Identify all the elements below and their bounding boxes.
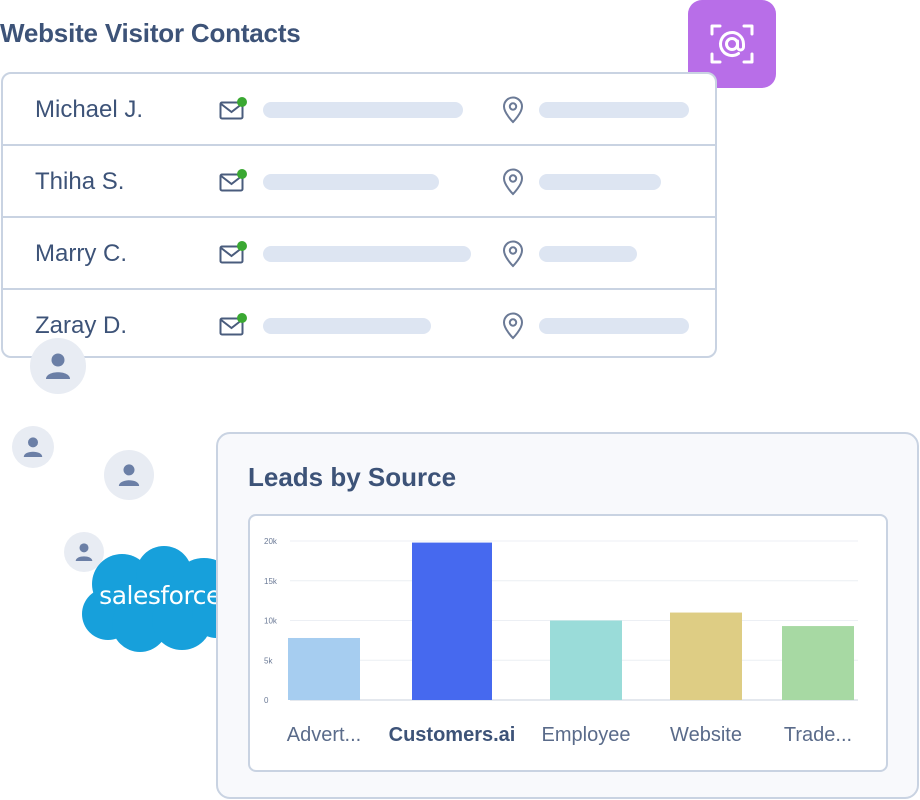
page-title: Website Visitor Contacts [0, 18, 301, 48]
contact-row[interactable]: Michael J. [3, 74, 715, 146]
contact-name: Michael J. [35, 96, 144, 123]
location-pin-icon [502, 240, 524, 268]
user-avatar [64, 532, 104, 572]
leads-bar-chart: 0 5k 10k 15k 20k [264, 537, 858, 705]
mail-icon [219, 313, 247, 336]
email-placeholder [263, 102, 463, 118]
user-icon [46, 353, 70, 379]
contact-name: Zaray D. [35, 312, 128, 339]
y-tick-label: 10k [264, 617, 278, 626]
mail-icon [219, 241, 247, 264]
x-tick-label: Employee [541, 724, 631, 746]
x-tick-label: Advert... [286, 724, 362, 746]
email-placeholder [263, 174, 439, 190]
salesforce-wordmark: salesforce [99, 581, 221, 610]
location-placeholder [539, 174, 661, 190]
y-tick-label: 15k [264, 577, 278, 586]
contact-row[interactable]: Thiha S. [3, 146, 715, 218]
user-icon [23, 437, 43, 457]
contacts-table: Michael J. Thiha S. Marry C. [1, 72, 717, 358]
x-tick-label: Trade... [783, 724, 853, 746]
online-dot [237, 313, 247, 323]
y-tick-label: 20k [264, 537, 278, 546]
bar-website[interactable] [670, 612, 742, 700]
contact-row[interactable]: Zaray D. [3, 290, 715, 356]
bar-customers-ai[interactable] [412, 542, 492, 700]
user-avatar [104, 450, 154, 500]
bar-employee[interactable] [550, 620, 622, 701]
user-icon [118, 464, 140, 486]
user-icon [75, 543, 93, 561]
bar-advert[interactable] [288, 637, 360, 700]
location-placeholder [539, 246, 637, 262]
location-pin-icon [502, 168, 524, 196]
y-tick-label: 5k [264, 656, 273, 665]
email-placeholder [263, 318, 431, 334]
bar-trade[interactable] [782, 626, 854, 700]
mail-icon [219, 97, 247, 120]
online-dot [237, 169, 247, 179]
contact-name: Marry C. [35, 240, 127, 267]
contact-row[interactable]: Marry C. [3, 218, 715, 290]
online-dot [237, 97, 247, 107]
leads-card: Leads by Source 0 5k 10k 15k 20k Advert... Cu… [216, 432, 919, 799]
y-tick-label: 0 [264, 696, 269, 705]
leads-title: Leads by Source [248, 462, 457, 492]
email-placeholder [263, 246, 471, 262]
location-placeholder [539, 318, 689, 334]
leads-chart: 0 5k 10k 15k 20k Advert... Customers.ai Employ… [248, 514, 888, 772]
location-pin-icon [502, 312, 524, 340]
mail-icon [219, 169, 247, 192]
location-placeholder [539, 102, 689, 118]
contact-name: Thiha S. [35, 168, 125, 195]
user-avatar [12, 426, 54, 468]
online-dot [237, 241, 247, 251]
user-avatar [30, 338, 86, 394]
x-tick-label: Customers.ai [388, 724, 516, 746]
location-pin-icon [502, 96, 524, 124]
x-tick-label: Website [670, 724, 742, 746]
